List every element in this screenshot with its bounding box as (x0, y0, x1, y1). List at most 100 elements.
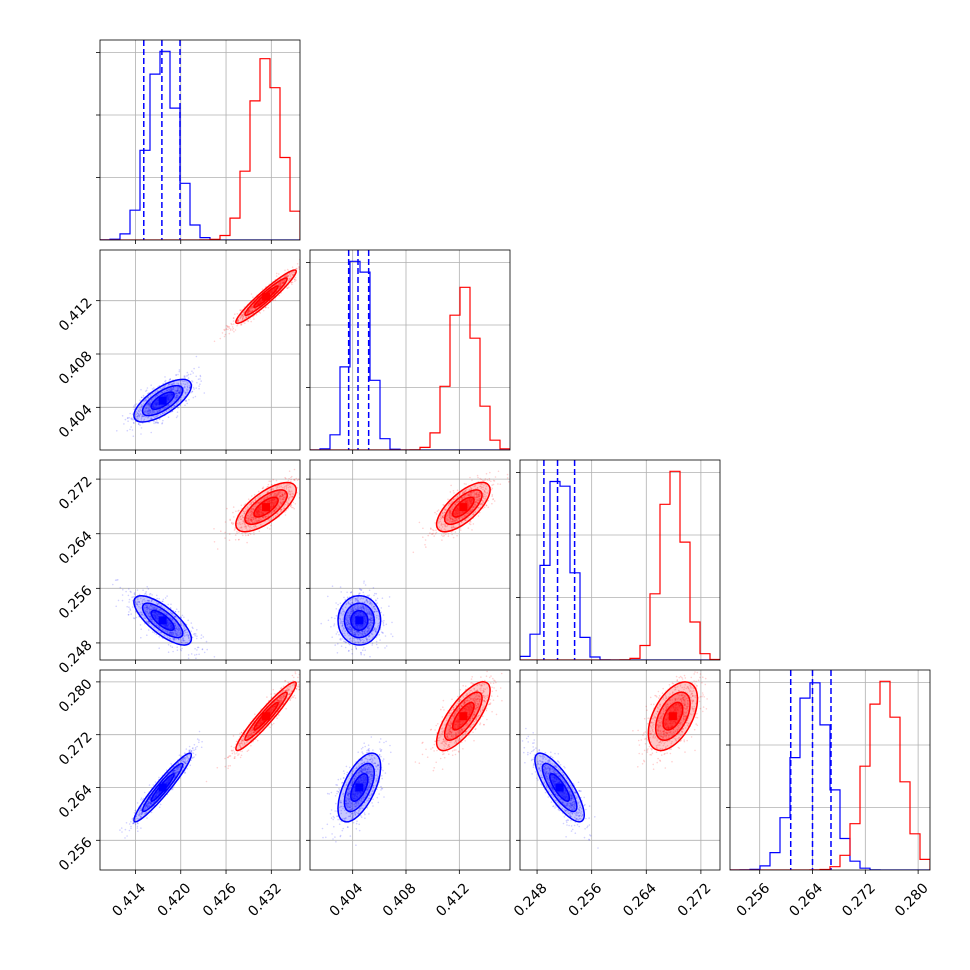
scatter-point (369, 656, 371, 658)
scatter-point (289, 470, 291, 472)
scatter-point (484, 480, 486, 482)
scatter-point (227, 326, 229, 328)
scatter-point (247, 534, 249, 536)
scatter-point (162, 420, 164, 422)
scatter-point (278, 295, 280, 297)
scatter-point (382, 632, 384, 634)
scatter-point (140, 624, 142, 626)
scatter-point (251, 293, 253, 295)
scatter-point (379, 639, 381, 641)
scatter-point (128, 595, 130, 597)
scatter-point (200, 638, 202, 640)
scatter-point (245, 533, 247, 535)
scatter-point (191, 653, 193, 655)
scatter-point (305, 496, 307, 498)
scatter-point (200, 380, 202, 382)
scatter-point (386, 645, 388, 647)
scatter-point (127, 417, 129, 419)
scatter-point (225, 334, 227, 336)
scatter-point (372, 643, 374, 645)
scatter-point (334, 618, 336, 620)
scatter-point (251, 495, 253, 497)
scatter-point (175, 611, 177, 613)
scatter-point (269, 528, 271, 530)
scatter-point (226, 325, 228, 327)
scatter-point (236, 531, 238, 533)
scatter-point (128, 588, 130, 590)
scatter-point (254, 494, 256, 496)
scatter-point (351, 649, 353, 651)
scatter-point (152, 631, 154, 633)
scatter-point (192, 381, 194, 383)
scatter-point (224, 532, 226, 534)
scatter-point (307, 255, 309, 257)
scatter-point (363, 647, 365, 649)
scatter-point (129, 599, 131, 601)
scatter-point (164, 376, 166, 378)
scatter-point (127, 430, 129, 432)
scatter-point (233, 328, 235, 330)
scatter-point (358, 593, 360, 595)
scatter-point (468, 527, 470, 529)
scatter-point (288, 286, 290, 288)
scatter-point (141, 427, 143, 429)
scatter-point (335, 602, 337, 604)
scatter-point (123, 423, 125, 425)
scatter-point (327, 596, 329, 598)
scatter-point (390, 633, 392, 635)
scatter-point (222, 332, 224, 334)
scatter-point (139, 400, 141, 402)
scatter-point (225, 329, 227, 331)
scatter-point (184, 404, 186, 406)
scatter-point (244, 322, 246, 324)
scatter-point (291, 284, 293, 286)
scatter-point (116, 430, 118, 432)
scatter-point (276, 480, 278, 482)
scatter-point (253, 531, 255, 533)
scatter-point (359, 588, 361, 590)
y-tick-label: 0.404 (56, 402, 96, 442)
scatter-point (220, 530, 222, 532)
scatter-point (337, 631, 339, 633)
scatter-point (161, 423, 163, 425)
scatter-point (229, 539, 231, 541)
scatter-point (490, 480, 492, 482)
scatter-point (436, 513, 438, 515)
scatter-point (133, 422, 135, 424)
scatter-point (259, 531, 261, 533)
scatter-point (297, 479, 299, 481)
scatter-point (347, 597, 349, 599)
scatter-point (330, 626, 332, 628)
scatter-point (469, 477, 471, 479)
scatter-point (376, 644, 378, 646)
scatter-point (168, 644, 170, 646)
scatter-point (507, 474, 509, 476)
scatter-point (191, 622, 193, 624)
scatter-point (229, 328, 231, 330)
scatter-point (137, 589, 139, 591)
scatter-point (337, 604, 339, 606)
scatter-point (112, 584, 114, 586)
scatter-point (305, 487, 307, 489)
scatter-point (213, 528, 215, 530)
scatter-point (362, 649, 364, 651)
scatter-point (214, 656, 216, 658)
scatter-point (291, 476, 293, 478)
scatter-point (384, 647, 386, 649)
scatter-point (292, 507, 294, 509)
scatter-point (301, 477, 303, 479)
scatter-point (488, 480, 490, 482)
scatter-point (334, 644, 336, 646)
scatter-point (263, 486, 265, 488)
scatter-point (276, 273, 278, 275)
scatter-point (233, 320, 235, 322)
scatter-point (141, 397, 143, 399)
scatter-point (267, 527, 269, 529)
scatter-point (176, 646, 178, 648)
scatter-point (177, 649, 179, 651)
scatter-point (302, 254, 304, 256)
scatter-point (158, 647, 160, 649)
scatter-point (295, 478, 297, 480)
scatter-point (133, 406, 135, 408)
scatter-point (175, 374, 177, 376)
